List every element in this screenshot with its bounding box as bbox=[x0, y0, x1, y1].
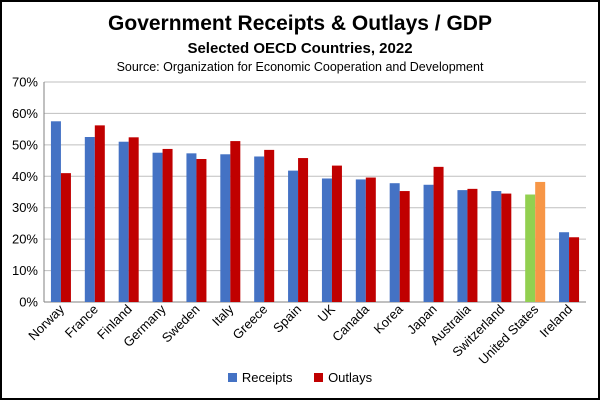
x-tick-label: Canada bbox=[329, 301, 372, 344]
y-tick-label: 20% bbox=[12, 232, 38, 247]
bar-outlays bbox=[264, 149, 275, 302]
bar-receipts bbox=[525, 194, 536, 302]
chart-source: Source: Organization for Economic Cooper… bbox=[116, 60, 484, 74]
bar-outlays bbox=[60, 173, 71, 302]
legend-item-receipts: Receipts bbox=[227, 370, 293, 385]
x-tick-label: Korea bbox=[371, 301, 407, 337]
x-tick-label: Ireland bbox=[536, 302, 575, 341]
bar-outlays bbox=[196, 159, 207, 302]
bar-receipts bbox=[118, 141, 129, 302]
bar-receipts bbox=[220, 154, 231, 302]
bar-receipts bbox=[389, 183, 400, 302]
x-tick-label: Sweden bbox=[159, 302, 203, 346]
bar-receipts bbox=[423, 184, 434, 302]
bar-outlays bbox=[399, 191, 410, 302]
bar-receipts bbox=[491, 191, 502, 302]
bar-outlays bbox=[535, 181, 546, 302]
bar-outlays bbox=[298, 158, 309, 302]
bar-outlays bbox=[467, 188, 478, 302]
x-tick-label: United States bbox=[476, 301, 542, 367]
y-tick-label: 0% bbox=[19, 295, 38, 310]
chart-subtitle: Selected OECD Countries, 2022 bbox=[187, 40, 413, 57]
bar-receipts bbox=[186, 153, 197, 302]
y-tick-label: 60% bbox=[12, 106, 38, 121]
x-tick-label: Italy bbox=[209, 301, 237, 329]
bar-outlays bbox=[569, 237, 580, 302]
bar-outlays bbox=[230, 141, 241, 302]
chart-title: Government Receipts & Outlays / GDP bbox=[108, 12, 492, 35]
bar-outlays bbox=[128, 137, 139, 302]
x-tick-label: UK bbox=[315, 301, 339, 325]
legend-swatch-outlays bbox=[314, 373, 324, 382]
legend-label-outlays: Outlays bbox=[328, 370, 373, 385]
bar-receipts bbox=[254, 156, 265, 302]
bar-outlays bbox=[501, 193, 512, 302]
bar-receipts bbox=[152, 152, 163, 302]
bar-outlays bbox=[433, 166, 444, 302]
x-tick-label: Greece bbox=[230, 302, 271, 343]
y-tick-label: 70% bbox=[12, 75, 38, 90]
y-tick-label: 10% bbox=[12, 263, 38, 278]
y-tick-label: 50% bbox=[12, 137, 38, 152]
bar-outlays bbox=[162, 148, 173, 302]
y-tick-label: 40% bbox=[12, 169, 38, 184]
legend-label-receipts: Receipts bbox=[241, 370, 293, 385]
legend: Receipts Outlays bbox=[0, 370, 600, 385]
legend-swatch-receipts bbox=[227, 373, 237, 382]
bar-outlays bbox=[365, 177, 376, 302]
x-tick-label: France bbox=[62, 302, 101, 341]
y-tick-label: 30% bbox=[12, 200, 38, 215]
legend-item-outlays: Outlays bbox=[314, 370, 372, 385]
x-tick-label: Spain bbox=[270, 302, 304, 336]
bar-outlays bbox=[331, 165, 342, 302]
bar-receipts bbox=[50, 121, 61, 303]
bar-receipts bbox=[321, 178, 332, 302]
bar-receipts bbox=[457, 190, 468, 302]
bar-receipts bbox=[355, 179, 366, 302]
bar-receipts bbox=[288, 170, 299, 302]
bar-receipts bbox=[559, 232, 570, 302]
bar-receipts bbox=[84, 137, 95, 302]
bar-outlays bbox=[94, 125, 105, 302]
